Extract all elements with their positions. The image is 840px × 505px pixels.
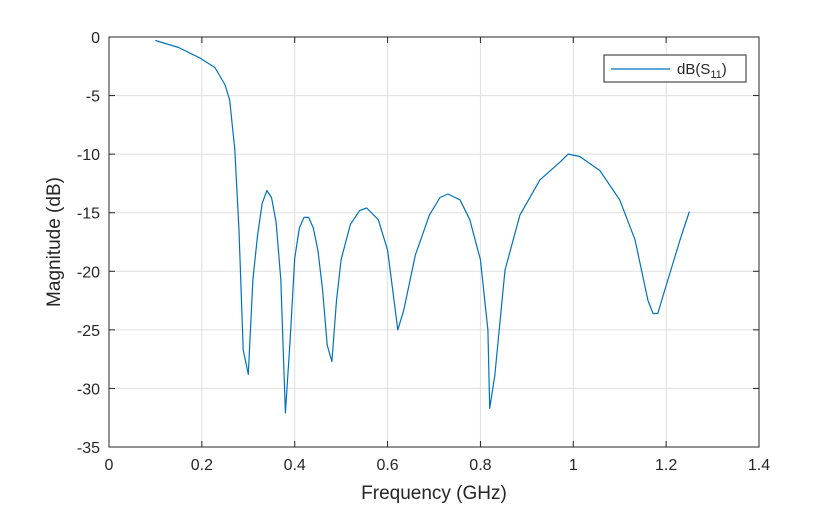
y-tick-label: -20: [77, 264, 100, 281]
y-tick-label: -10: [77, 147, 100, 164]
y-tick-label: -30: [77, 381, 100, 398]
y-tick-labels: 0 -5 -10 -15 -20 -25 -30 -35: [77, 30, 100, 457]
y-tick-label: -5: [86, 89, 100, 106]
y-axis-label: Magnitude (dB): [44, 177, 65, 307]
x-tick-label: 0.8: [469, 457, 491, 474]
y-tick-label: -25: [77, 323, 100, 340]
series-layer: [155, 39, 690, 414]
x-tick-label: 1.4: [748, 457, 770, 474]
plot-area: [109, 37, 759, 447]
legend-entry-s11: dB(S11): [677, 61, 727, 81]
x-axis-label: Frequency (GHz): [361, 483, 507, 504]
x-tick-labels: 0 0.2 0.4 0.6 0.8 1 1.2 1.4: [105, 457, 771, 474]
axis-ticks: [108, 36, 760, 448]
legend-label-main: dB(S: [677, 61, 710, 78]
x-tick-label: 0: [105, 457, 114, 474]
legend[interactable]: dB(S11): [603, 54, 747, 83]
legend-label-subscript: 11: [710, 69, 721, 81]
axes-box: [108, 36, 760, 448]
legend-label-close: ): [722, 61, 727, 78]
y-tick-label: -15: [77, 206, 100, 223]
y-tick-label: -35: [77, 440, 100, 457]
y-tick-label: 0: [91, 30, 100, 47]
x-tick-label: 0.6: [376, 457, 398, 474]
grid-lines: [109, 37, 759, 447]
x-tick-label: 1: [569, 457, 578, 474]
x-tick-label: 0.2: [191, 457, 213, 474]
x-tick-label: 1.2: [655, 457, 677, 474]
series-line-s11: [155, 39, 690, 414]
x-tick-label: 0.4: [284, 457, 306, 474]
